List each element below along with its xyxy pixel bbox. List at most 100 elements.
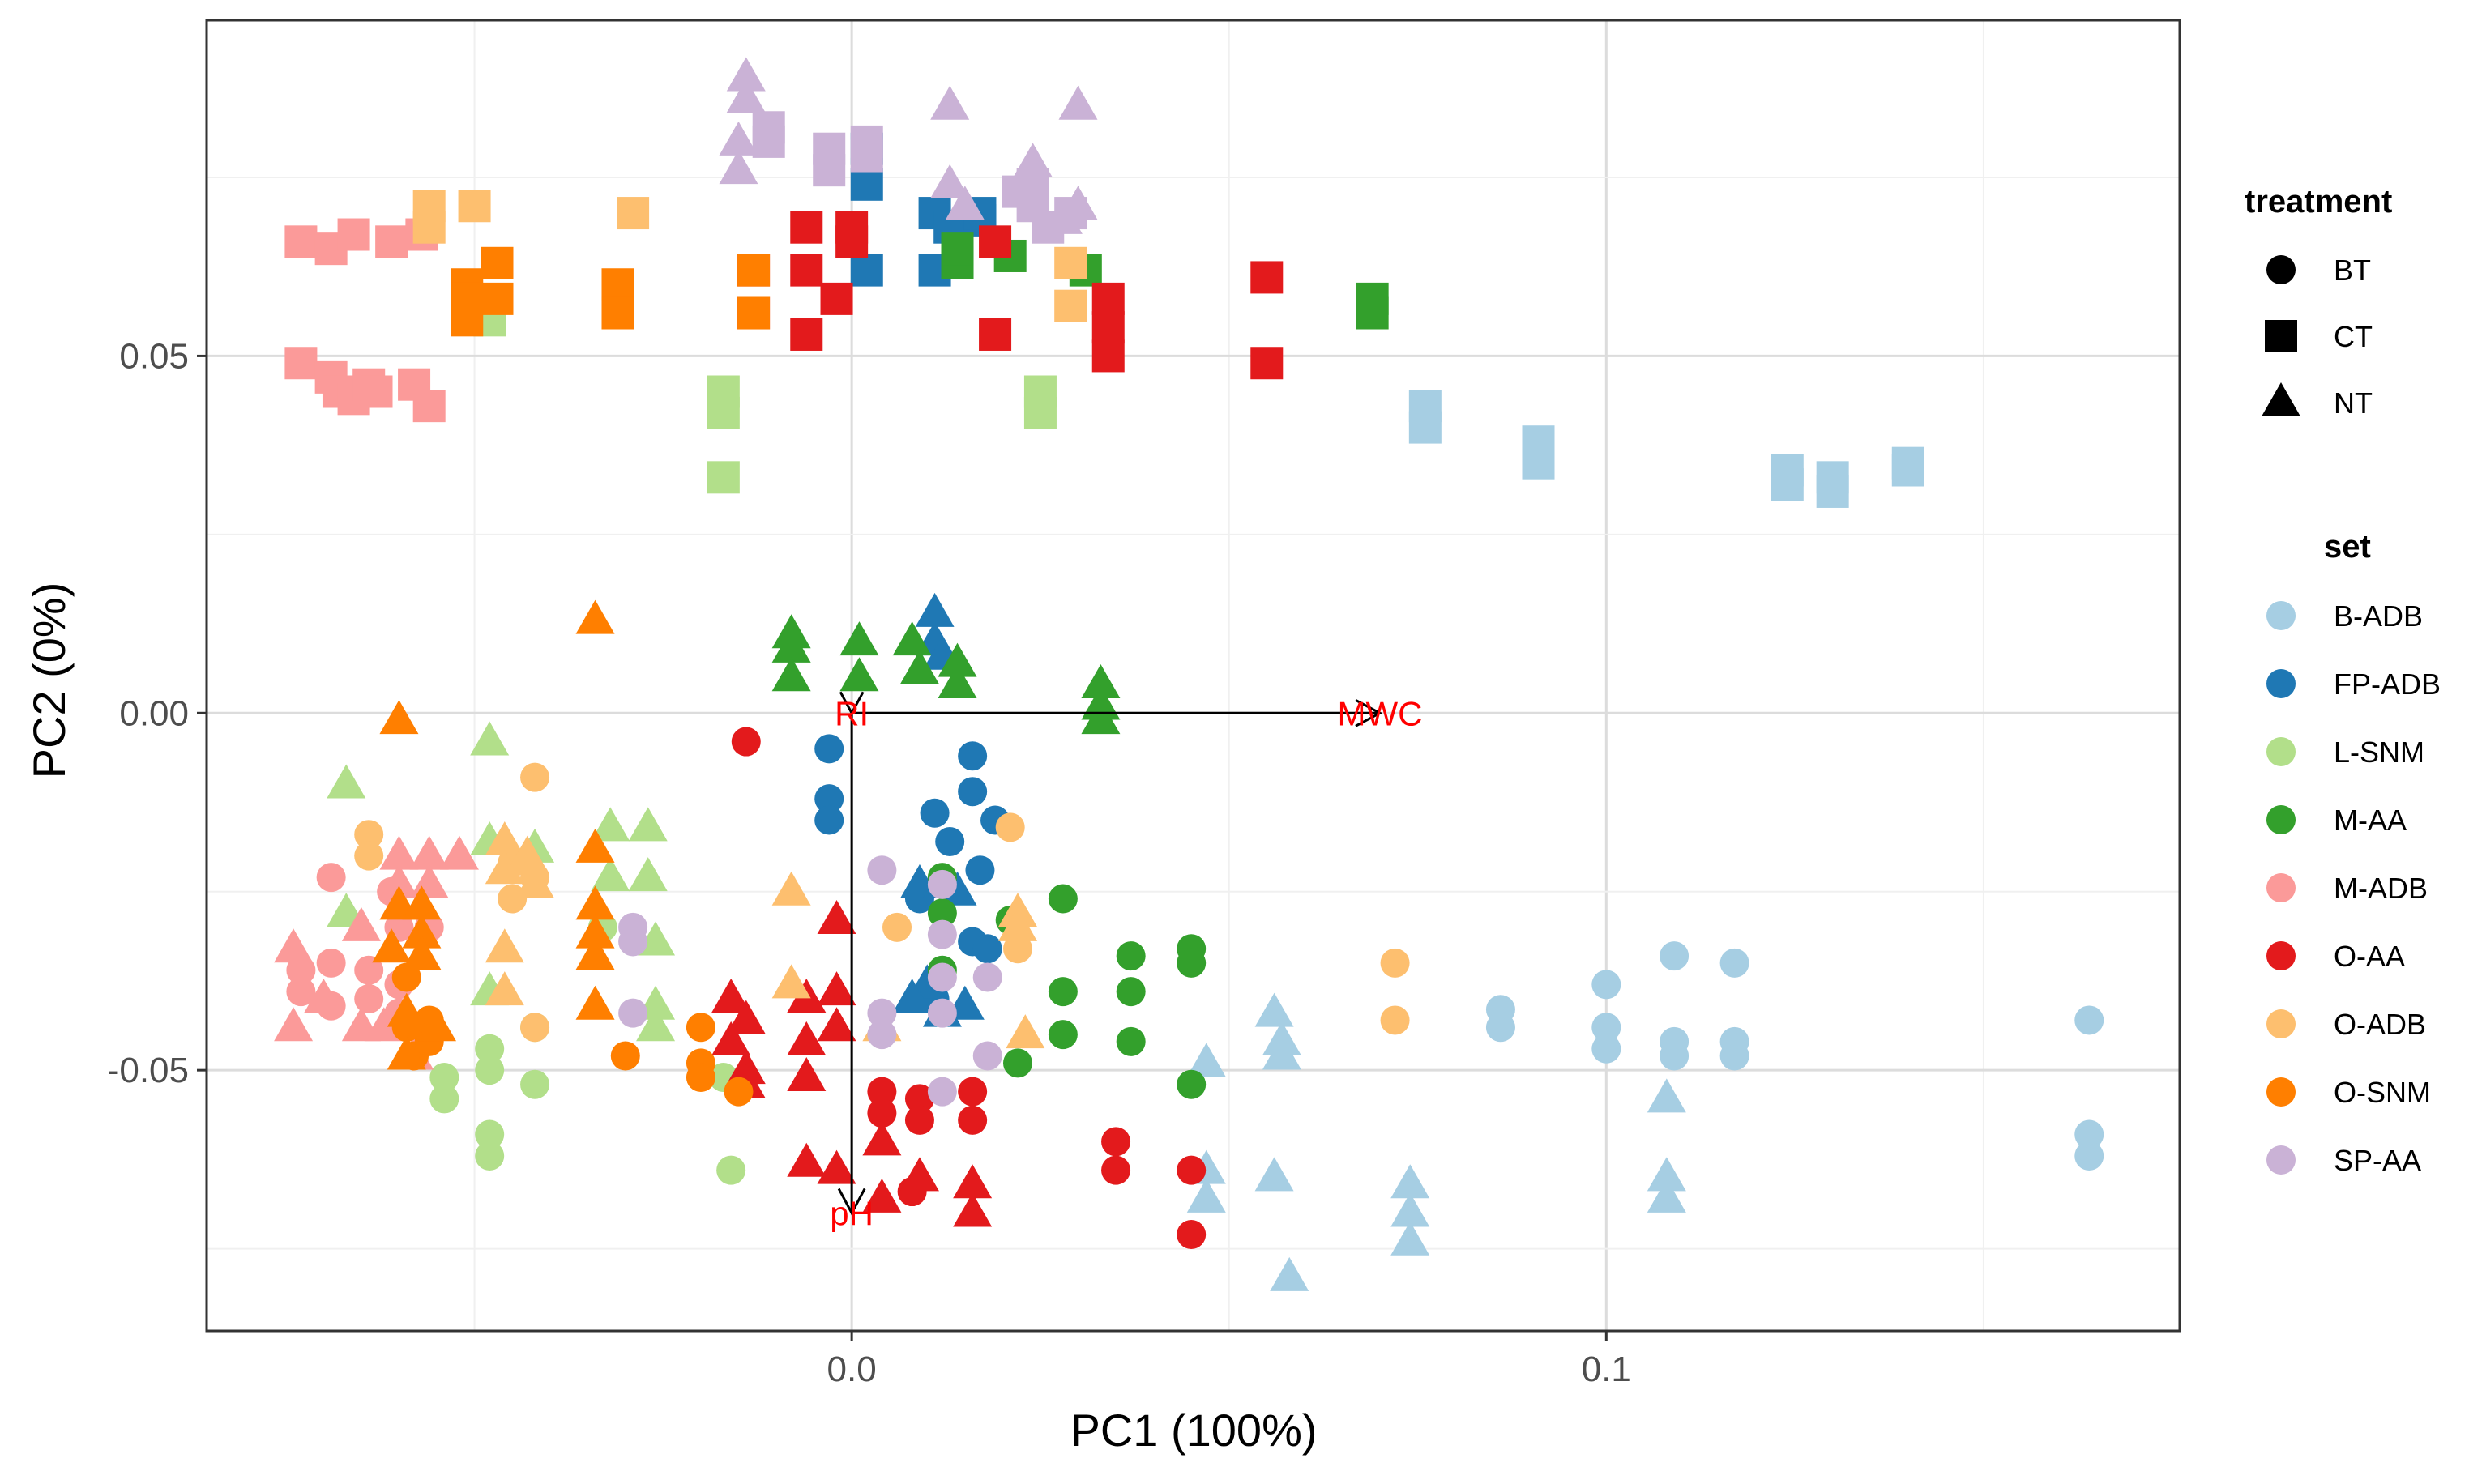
data-point — [591, 857, 630, 892]
data-point — [1356, 282, 1389, 315]
data-point — [379, 835, 419, 870]
data-point — [360, 375, 393, 408]
data-point — [1048, 884, 1078, 914]
data-point — [771, 871, 811, 906]
data-point — [724, 1077, 754, 1107]
data-point — [1254, 992, 1294, 1027]
data-point — [867, 1020, 897, 1050]
plot-panel — [207, 20, 2180, 1331]
data-point — [1101, 1155, 1131, 1185]
data-point — [719, 121, 758, 156]
legend-label-ct: CT — [2334, 320, 2373, 353]
data-point — [945, 186, 985, 220]
data-point — [1591, 1013, 1621, 1043]
data-point — [726, 1000, 766, 1034]
x-axis-title: PC1 (100%) — [1070, 1405, 1317, 1456]
data-point — [451, 304, 484, 337]
data-point — [787, 1142, 827, 1177]
data-point — [862, 1178, 902, 1213]
legend-key-m-aa — [2266, 805, 2296, 834]
data-point — [1390, 1221, 1430, 1256]
data-point — [1054, 246, 1087, 279]
data-point — [481, 246, 514, 279]
data-point — [354, 841, 384, 871]
data-point — [972, 962, 1002, 992]
series-b-adb-nt — [1186, 992, 1686, 1291]
data-point — [402, 914, 442, 949]
data-point — [958, 777, 988, 807]
data-point — [485, 821, 524, 856]
data-point — [958, 1077, 988, 1107]
legend-key-m-adb — [2266, 873, 2296, 902]
data-point — [707, 396, 740, 429]
series-b-adb-bt — [1485, 941, 2104, 1171]
data-point — [1081, 700, 1121, 735]
arrow-head-mwc — [1355, 698, 1383, 727]
data-point — [814, 734, 844, 764]
data-point — [817, 1149, 856, 1184]
data-point — [485, 928, 524, 963]
legend-treatment: treatment BT CT NT — [2245, 184, 2392, 420]
data-point — [1647, 1157, 1686, 1192]
series-sp-aa-nt — [719, 57, 1098, 234]
data-point — [520, 762, 550, 792]
data-point — [958, 1105, 988, 1135]
ticks-layer: 0.0 0.1 0.05 0.00 -0.05 — [108, 336, 1631, 1389]
data-point — [814, 784, 844, 814]
data-point — [892, 621, 932, 656]
data-point — [839, 657, 879, 692]
series-o-adb-ct — [412, 190, 1087, 322]
series-m-aa-nt — [771, 614, 1121, 735]
data-point — [904, 1084, 934, 1114]
series-o-snm-nt — [372, 599, 615, 1070]
data-point — [867, 1098, 897, 1128]
legend-label-fp-adb: FP-ADB — [2334, 667, 2441, 701]
data-point — [1186, 1043, 1226, 1077]
legend-label-bt: BT — [2334, 254, 2371, 287]
x-tick-label: 0.0 — [827, 1350, 877, 1389]
data-point — [850, 254, 883, 287]
data-point — [354, 820, 384, 850]
data-point — [1380, 948, 1410, 978]
data-point — [316, 948, 346, 978]
legend-label-o-snm: O-SNM — [2334, 1076, 2431, 1109]
legend-key-nt — [2262, 382, 2300, 416]
series-b-adb-ct — [1408, 390, 1924, 508]
data-point — [953, 1164, 993, 1199]
series-o-adb-nt — [485, 821, 1045, 1049]
data-point — [1003, 934, 1033, 964]
data-point — [711, 1021, 751, 1055]
series-sp-aa-ct — [752, 111, 1087, 244]
data-point — [1177, 1155, 1207, 1185]
data-point — [927, 1077, 957, 1107]
y-tick-label: 0.05 — [119, 336, 189, 376]
data-point — [601, 268, 634, 301]
data-point — [485, 971, 524, 1006]
data-point — [686, 1062, 715, 1092]
data-point — [820, 282, 853, 315]
data-point — [316, 863, 346, 893]
legend-key-o-snm — [2266, 1077, 2296, 1107]
data-point — [274, 928, 314, 963]
data-point — [1485, 1013, 1515, 1043]
data-point — [1054, 289, 1087, 322]
legend-key-bt — [2266, 255, 2296, 284]
data-point — [686, 1013, 715, 1043]
data-point — [1408, 390, 1442, 423]
data-point — [470, 721, 510, 756]
data-point — [575, 985, 615, 1020]
data-point — [737, 296, 771, 330]
data-point — [402, 885, 442, 920]
data-point — [1003, 1048, 1033, 1078]
legend-key-fp-adb — [2266, 669, 2296, 698]
series-o-snm-ct — [451, 246, 771, 337]
data-point — [930, 164, 970, 198]
data-point — [618, 998, 648, 1028]
series-o-snm-bt — [391, 962, 754, 1107]
data-point — [1091, 282, 1125, 315]
legend-key-b-adb — [2266, 601, 2296, 630]
data-point — [1719, 1041, 1749, 1071]
data-point — [387, 992, 426, 1027]
data-point — [1177, 1069, 1207, 1099]
data-point — [814, 805, 844, 835]
